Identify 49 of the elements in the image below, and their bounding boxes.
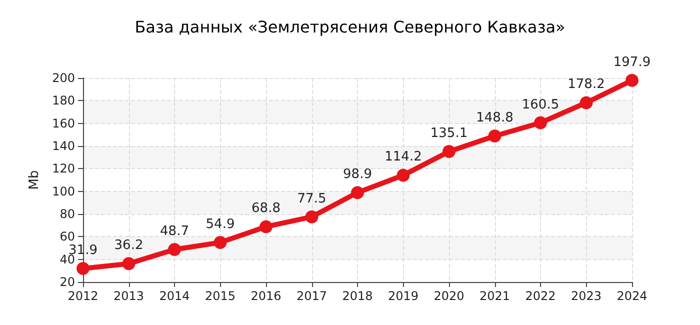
y-tick-label: 200	[52, 71, 75, 85]
x-tick-label: 2014	[159, 289, 190, 303]
data-label: 197.9	[613, 54, 651, 70]
point	[305, 210, 318, 224]
point	[488, 130, 502, 143]
point	[214, 236, 227, 249]
data-label: 36.2	[114, 238, 144, 254]
x-tick-label: 2013	[113, 289, 144, 303]
y-tick-label: 180	[52, 94, 75, 108]
x-tick-label: 2020	[434, 289, 464, 303]
y-tick-label: 20	[60, 275, 75, 289]
data-label: 98.9	[343, 167, 372, 182]
data-label: 54.9	[206, 216, 235, 232]
data-label: 148.8	[476, 110, 514, 126]
y-tick-label: 80	[60, 207, 75, 221]
point	[122, 257, 136, 270]
y-tick-label: 60	[60, 230, 75, 244]
data-label: 68.8	[252, 201, 280, 216]
point	[168, 242, 181, 256]
y-tick-label: 100	[52, 184, 75, 198]
data-label: 178.2	[568, 77, 605, 92]
x-tick-label: 2021	[479, 289, 510, 303]
data-label: 160.5	[522, 97, 560, 112]
point	[626, 74, 638, 87]
point	[351, 186, 364, 200]
x-tick-label: 2024	[616, 289, 648, 303]
y-tick-label: 120	[52, 162, 75, 176]
point	[442, 145, 456, 158]
y-tick-label: 140	[52, 139, 75, 153]
chart-title: База данных «Землетрясения Северного Кавказа»	[134, 18, 566, 36]
x-tick-label: 2015	[204, 289, 236, 303]
x-tick-label: 2017	[296, 289, 328, 303]
point	[76, 262, 90, 276]
x-tick-label: 2019	[388, 289, 419, 303]
point	[534, 116, 547, 130]
point	[396, 168, 410, 182]
x-tick-label: 2018	[342, 289, 373, 303]
point	[260, 220, 272, 234]
data-label: 135.1	[430, 126, 468, 142]
x-tick-label: 2016	[250, 289, 282, 303]
x-tick-label: 2023	[570, 289, 602, 303]
data-label: 77.5	[297, 191, 326, 206]
y-axis-title: Mb	[27, 170, 42, 190]
x-tick-label: 2012	[68, 289, 98, 303]
point	[580, 96, 593, 110]
data-label: 114.2	[384, 150, 422, 165]
data-label: 48.7	[160, 224, 189, 239]
x-tick-label: 2022	[525, 289, 556, 303]
y-tick-label: 160	[52, 116, 75, 130]
